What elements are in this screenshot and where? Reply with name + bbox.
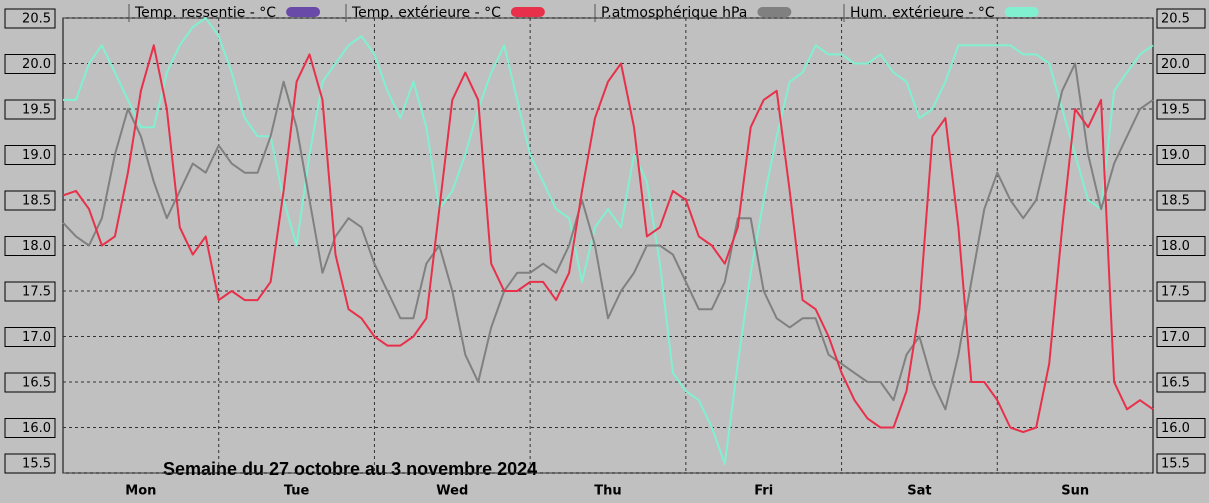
tick-box (4, 54, 56, 74)
x-tick-label: Sun (1061, 484, 1089, 499)
tick-box (1156, 281, 1206, 302)
y-tick-label: 18.0 (22, 239, 51, 254)
tick-box (4, 8, 56, 29)
y2-tick-label: 19.5 (1161, 103, 1190, 118)
tick-box (1156, 99, 1206, 120)
legend-label: P.atmosphérique hPa (601, 5, 747, 21)
legend-swatch (757, 7, 792, 17)
y-tick-label: 19.0 (22, 148, 51, 163)
y2-tick-label: 16.5 (1161, 376, 1190, 391)
y-tick-label: 15.5 (22, 457, 51, 472)
y-tick-label: 16.0 (22, 421, 51, 436)
y-tick-label: 20.5 (22, 12, 51, 27)
chart-title: Semaine du 27 octobre au 3 novembre 2024 (163, 459, 537, 479)
tick-box (1156, 418, 1206, 438)
y2-tick-label: 20.0 (1161, 57, 1190, 72)
tick-box (4, 327, 56, 347)
y2-tick-label: 18.5 (1161, 194, 1190, 209)
y2-tick-label: 17.0 (1161, 330, 1190, 345)
y-tick-label: 19.5 (22, 103, 51, 118)
y-tick-label: 20.0 (22, 57, 51, 72)
tick-box (4, 281, 56, 302)
tick-box (1156, 453, 1206, 474)
series-line (62, 62, 1154, 411)
legend-swatch (510, 7, 545, 17)
tick-box (4, 453, 56, 474)
y2-tick-label: 15.5 (1161, 457, 1190, 472)
y2-tick-label: 18.0 (1161, 239, 1190, 254)
legend-swatch (1004, 7, 1039, 17)
tick-box (1156, 190, 1206, 211)
tick-box (4, 99, 56, 120)
tick-box (1156, 372, 1206, 393)
tick-box (1156, 54, 1206, 74)
tick-box (4, 190, 56, 211)
legend-label: Hum. extérieure - °C (850, 5, 995, 21)
tick-box (4, 145, 56, 165)
tick-box (1156, 236, 1206, 256)
x-tick-label: Thu (594, 484, 621, 499)
x-tick-label: Sat (907, 484, 931, 499)
y2-tick-label: 17.5 (1161, 285, 1190, 300)
y2-tick-label: 20.5 (1161, 12, 1190, 27)
x-tick-label: Fri (754, 484, 773, 499)
tick-box (4, 372, 56, 393)
y2-tick-label: 16.0 (1161, 421, 1190, 436)
tick-box (4, 236, 56, 256)
x-tick-label: Wed (436, 484, 468, 499)
tick-box (1156, 145, 1206, 165)
series-line (63, 17, 1154, 465)
x-tick-label: Mon (125, 484, 156, 499)
y-tick-label: 17.5 (22, 285, 51, 300)
y-tick-label: 18.5 (22, 194, 51, 209)
tick-box (1156, 8, 1206, 29)
series-line (62, 44, 1154, 434)
legend-label: Temp. ressentie - °C (134, 5, 276, 21)
tick-box (1156, 327, 1206, 347)
x-tick-label: Tue (284, 484, 310, 499)
legend-swatch (286, 7, 321, 17)
y-tick-label: 16.5 (22, 376, 51, 391)
y-tick-label: 17.0 (22, 330, 51, 345)
tick-box (4, 418, 56, 438)
legend-label: Temp. extérieure - °C (351, 5, 501, 21)
y2-tick-label: 19.0 (1161, 148, 1190, 163)
